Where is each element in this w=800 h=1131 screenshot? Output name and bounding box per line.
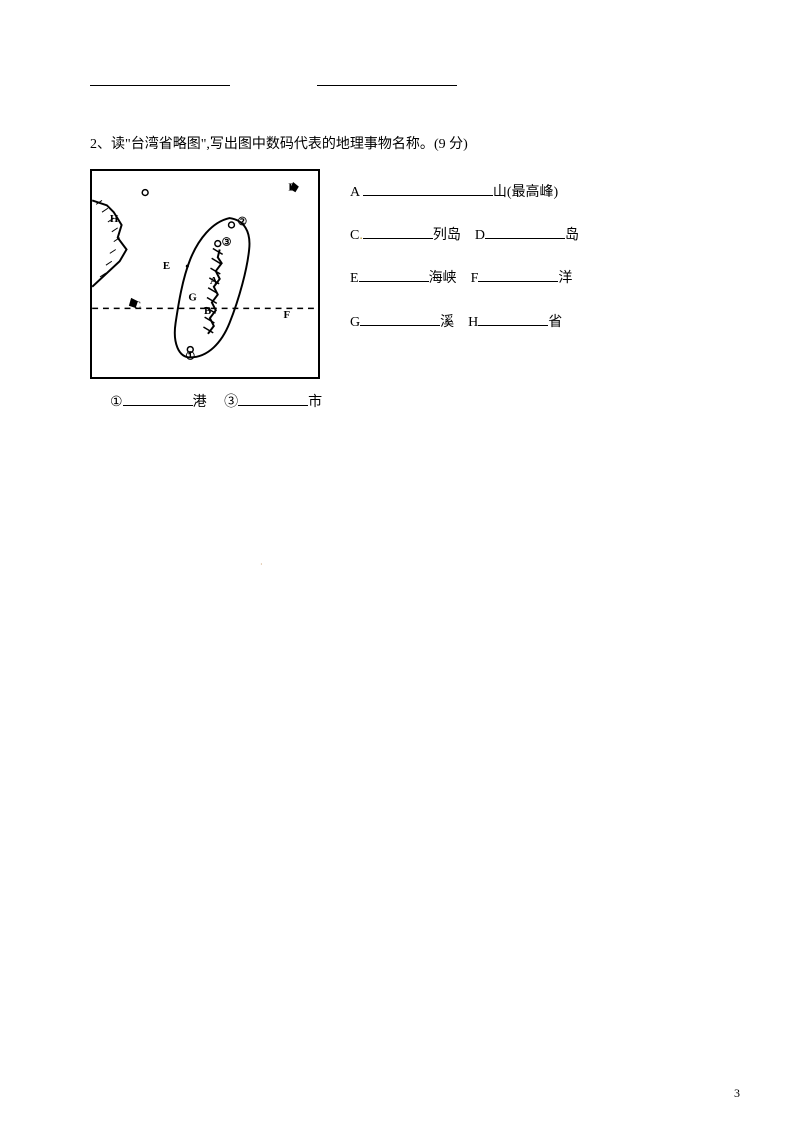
label-D: D	[475, 228, 485, 243]
field-row-EF: E 海峡 F 洋	[350, 259, 710, 298]
map-label-n1: ①	[185, 350, 195, 362]
map-label-n2: ②	[237, 216, 247, 228]
blank-E[interactable]	[359, 266, 429, 282]
map-svg: D H E C G A B F ②③ ①	[92, 171, 318, 377]
question-2: 2、读"台湾省略图",写出图中数码代表的地理事物名称。(9 分)	[90, 131, 710, 417]
map-compass-icon	[142, 190, 148, 196]
blank-num3[interactable]	[238, 390, 308, 406]
city-3-marker	[215, 241, 221, 247]
map-label-H: H	[110, 213, 119, 225]
label-num1: ①	[110, 395, 123, 410]
blank-A[interactable]	[363, 180, 493, 196]
blank-H[interactable]	[478, 310, 548, 326]
city-2-marker	[229, 222, 235, 228]
map-label-D: D	[288, 182, 296, 194]
field-row-GH: G溪 H省	[350, 303, 710, 342]
label-num3: ③	[224, 395, 238, 410]
page-number: 3	[734, 1086, 740, 1101]
answer-fields: A 山(最高峰) C.列岛 D岛 E海峡 F洋 G溪 H省	[350, 169, 710, 346]
map-label-B: B	[204, 305, 211, 317]
suffix-C: 列岛	[433, 228, 461, 243]
suffix-D: 岛	[565, 228, 579, 243]
question-text: 读"台湾省略图",写出图中数码代表的地理事物名称。	[111, 137, 434, 152]
suffix-num3: 市	[308, 395, 322, 410]
question-points: (9 分)	[434, 137, 468, 152]
carryover-blank-row	[90, 70, 710, 91]
blank-line-1[interactable]	[90, 70, 230, 86]
label-A: A	[350, 185, 359, 200]
blank-num1[interactable]	[123, 390, 193, 406]
blank-C[interactable]	[363, 223, 433, 239]
field-row-nums: ① 港 ③ 市	[110, 389, 710, 417]
content-row: DHECGABF②③① A 山(最高峰) C.列岛 D岛 E海峡 F洋 G溪	[90, 169, 710, 379]
question-title: 2、读"台湾省略图",写出图中数码代表的地理事物名称。(9 分)	[90, 131, 710, 159]
label-F: F	[471, 271, 479, 286]
suffix-A: 山(最高峰)	[493, 185, 558, 200]
map-label-n3: ③	[222, 237, 232, 249]
blank-line-2[interactable]	[317, 70, 457, 86]
blank-D[interactable]	[485, 223, 565, 239]
c-dot	[186, 265, 189, 268]
field-row-CD: C.列岛 D岛	[350, 216, 710, 255]
map-label-C: C	[133, 299, 141, 311]
suffix-num1: 港	[193, 395, 207, 410]
taiwan-island	[175, 218, 250, 357]
label-E: E	[350, 271, 359, 286]
map-label-A: A	[210, 275, 218, 287]
suffix-F: 洋	[558, 271, 572, 286]
label-C: C	[350, 228, 359, 243]
stray-mark: ·	[260, 560, 263, 569]
taiwan-map: D H E C G A B F ②③ ①	[90, 169, 320, 379]
label-G: G	[350, 315, 360, 330]
map-label-E: E	[163, 260, 170, 272]
question-number: 2、	[90, 137, 111, 152]
blank-G[interactable]	[360, 310, 440, 326]
blank-F[interactable]	[478, 266, 558, 282]
map-labels: D H E C G A B F ②③ ①	[110, 182, 297, 363]
map-label-G: G	[188, 291, 197, 303]
suffix-H: 省	[548, 315, 562, 330]
field-row-A: A 山(最高峰)	[350, 173, 710, 212]
label-H: H	[468, 315, 478, 330]
map-label-F: F	[283, 309, 290, 321]
suffix-G: 溪	[440, 315, 454, 330]
suffix-E: 海峡	[429, 271, 457, 286]
